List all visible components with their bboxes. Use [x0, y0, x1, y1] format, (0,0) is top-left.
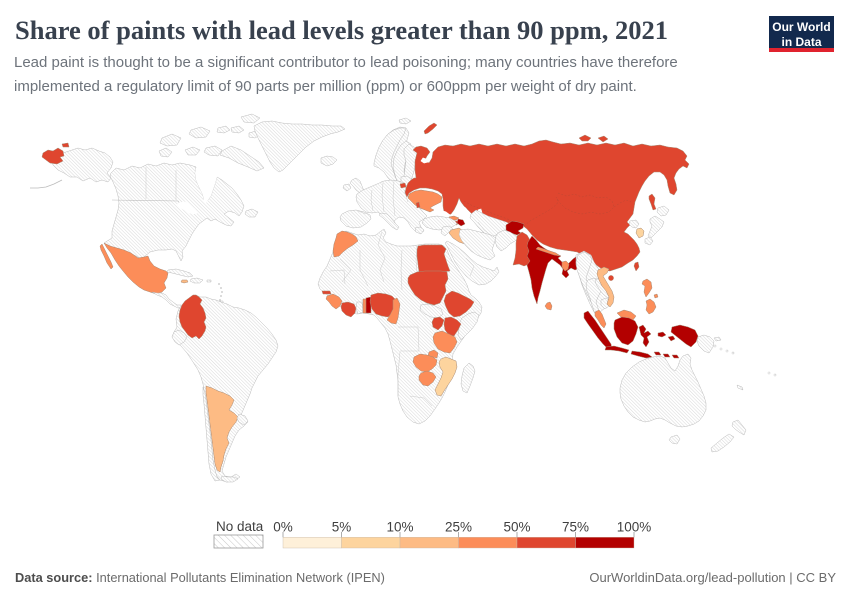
- svg-text:5%: 5%: [332, 519, 352, 534]
- svg-text:50%: 50%: [503, 519, 530, 534]
- svg-text:100%: 100%: [617, 519, 652, 534]
- svg-text:No data: No data: [216, 519, 264, 534]
- svg-text:10%: 10%: [386, 519, 413, 534]
- svg-text:75%: 75%: [562, 519, 589, 534]
- svg-text:0%: 0%: [273, 519, 293, 534]
- svg-text:25%: 25%: [445, 519, 472, 534]
